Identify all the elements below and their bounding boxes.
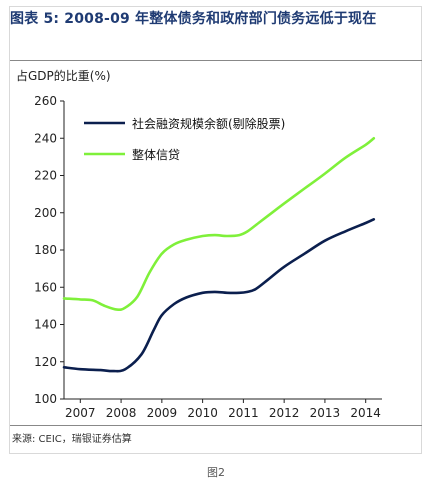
y-tick-label: 140: [34, 318, 57, 332]
y-tick-label: 260: [34, 94, 57, 108]
x-tick-label: 2007: [65, 406, 96, 420]
figure-title: 图表 5: 2008-09 年整体债务和政府部门债务远低于现在: [10, 11, 377, 27]
x-tick-label: 2013: [310, 406, 341, 420]
legend: 社会融资规模余额(剔除股票) 整体信贷: [84, 116, 285, 162]
axes: 100 120 140 160 180 200 220 240 260 2007 2008 2009 2…: [34, 94, 382, 420]
x-tick-label: 2014: [350, 406, 381, 420]
y-axis-label: 占GDP的比重(%): [16, 69, 111, 83]
y-tick-label: 160: [34, 280, 57, 294]
series-line-tsf-ex-equity: [62, 218, 376, 373]
y-tick-label: 200: [34, 206, 57, 220]
source-note: 来源: CEIC，瑞银证券估算: [12, 434, 132, 445]
figure-caption: 图2: [207, 466, 225, 479]
x-tick-label: 2012: [269, 406, 300, 420]
y-tick-label: 100: [34, 392, 57, 406]
x-tick-label: 2011: [228, 406, 259, 420]
legend-item-total-credit-label: 整体信贷: [132, 147, 180, 162]
x-tick-label: 2010: [187, 406, 218, 420]
y-tick-label: 120: [34, 355, 57, 369]
top-rule: [10, 60, 422, 61]
x-tick-label: 2009: [147, 406, 178, 420]
y-tick-label: 180: [34, 243, 57, 257]
y-tick-label: 220: [34, 169, 57, 183]
legend-item-tsf-ex-equity-label: 社会融资规模余额(剔除股票): [132, 116, 285, 131]
figure-card: [9, 6, 422, 454]
y-tick-label: 240: [34, 131, 57, 145]
series-group: [62, 137, 376, 373]
series-line-total-credit: [62, 137, 376, 312]
x-tick-label: 2008: [106, 406, 137, 420]
bottom-rule: [10, 425, 422, 426]
